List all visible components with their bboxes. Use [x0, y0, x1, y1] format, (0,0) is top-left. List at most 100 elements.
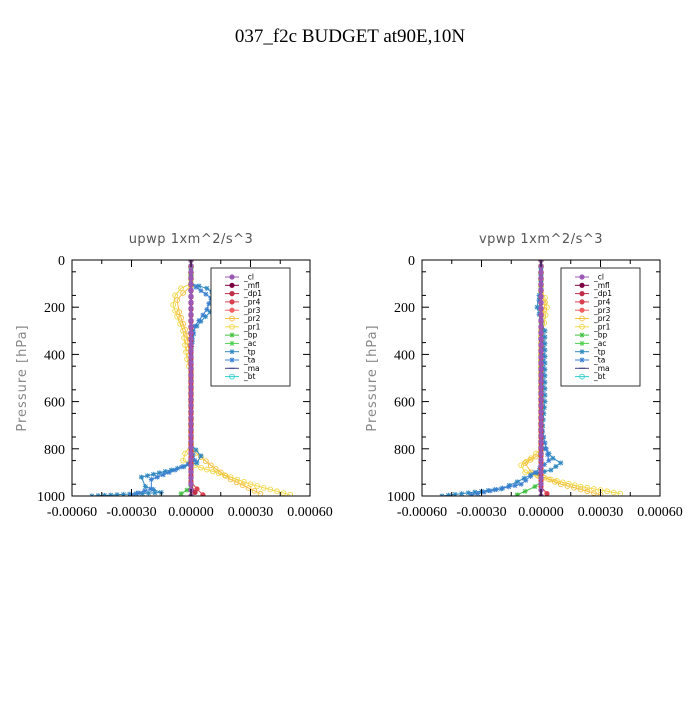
point-_cl — [188, 414, 194, 420]
point-_cl — [188, 378, 194, 384]
point-_cl — [538, 457, 544, 463]
point-_pr1 — [617, 490, 624, 496]
legend-entry-_pr2: _pr2 — [593, 314, 611, 323]
point-_tp — [542, 386, 548, 392]
point-_cl — [188, 469, 194, 475]
series-group — [89, 260, 294, 496]
point-_tp — [150, 471, 156, 477]
legend-entry-_ta: _ta — [243, 356, 255, 365]
point-_cl — [538, 426, 544, 433]
point-_ta — [541, 434, 547, 440]
point-_pr2 — [571, 484, 577, 491]
point-_cl — [188, 457, 194, 463]
point-_cl — [188, 330, 194, 336]
legend-marker-_pr3 — [229, 307, 235, 313]
point-_pr2 — [564, 483, 571, 489]
point-_tp — [472, 489, 478, 495]
legend-entry-_cl: _cl — [243, 273, 254, 282]
point-_tp — [156, 470, 162, 476]
point-_ta — [193, 284, 199, 290]
legend-entry-_dp1: _dp1 — [243, 289, 262, 298]
point-_cl — [538, 323, 544, 330]
point-_pr2 — [584, 488, 591, 495]
legend-marker-_bp — [579, 332, 585, 338]
legend-marker-_mfl — [579, 282, 585, 288]
legend-marker-_pr1 — [229, 323, 235, 330]
point-_tp — [542, 392, 548, 398]
point-_cl — [188, 438, 194, 445]
point-_pr2 — [176, 309, 182, 315]
legend-marker-_tp — [579, 349, 585, 355]
point-_pr1 — [204, 466, 210, 473]
point-_tp — [152, 490, 158, 496]
point-_tp — [196, 283, 202, 289]
chart-panel-1: upwp 1xm^2/s^3 Pressure [hPa] 0 200 400 600 80… — [15, 232, 333, 520]
legend-entry-_mfl: _mfl — [243, 281, 260, 290]
point-_tp — [203, 314, 209, 320]
point-_ta — [148, 486, 154, 492]
figure-title: 037_f2c BUDGET at90E,10N — [235, 26, 466, 47]
point-_tp — [542, 354, 548, 360]
legend-entry-_dp1: _dp1 — [593, 289, 612, 298]
point-_pr1 — [254, 483, 260, 489]
point-_cl — [538, 481, 544, 487]
x-tick-label: -0.00030 — [456, 505, 506, 520]
point-_cl — [188, 451, 194, 457]
point-_pr1 — [280, 490, 287, 496]
point-_pr1 — [174, 313, 180, 320]
point-_tp — [465, 490, 471, 496]
point-_pr1 — [522, 469, 528, 476]
point-_cl — [188, 384, 194, 390]
point-_cl — [188, 269, 194, 275]
x-tick-label: 0.00000 — [168, 505, 214, 520]
point-_ta — [527, 473, 533, 479]
point-_tp — [459, 491, 465, 496]
legend-entry-_ta: _ta — [593, 356, 605, 365]
point-_cl — [538, 299, 544, 305]
point-_cl — [188, 408, 194, 414]
point-_cl — [188, 311, 194, 318]
y-tick-label: 200 — [394, 301, 415, 316]
point-_cl — [188, 432, 194, 439]
legend-marker-_cl — [579, 274, 585, 280]
point-_tp — [127, 491, 133, 496]
point-_pr2 — [527, 456, 534, 463]
point-_cl — [538, 432, 544, 439]
point-_ta — [523, 477, 529, 483]
point-_pr1 — [260, 484, 267, 491]
point-_ta — [206, 301, 212, 307]
legend-marker-_dp1 — [229, 291, 235, 297]
point-_tp — [114, 492, 120, 496]
y-tick-label: 800 — [44, 443, 65, 458]
point-_cl — [538, 390, 544, 396]
point-_cl — [538, 330, 544, 336]
point-_pr1 — [198, 464, 204, 471]
point-_cl — [538, 463, 544, 469]
point-_pr2 — [552, 478, 558, 485]
point-_tp — [194, 460, 200, 466]
legend-entry-_bp: _bp — [243, 331, 258, 340]
point-_ta — [542, 440, 548, 446]
point-_tp — [138, 474, 144, 480]
legend-entry-_bt: _bt — [593, 372, 606, 381]
point-_tp — [506, 482, 512, 488]
point-_cl — [188, 342, 194, 348]
point-_pr1 — [267, 486, 274, 493]
x-tick-label: 0.00060 — [637, 505, 683, 520]
x-tick-label: 0.00060 — [287, 505, 333, 520]
point-_cl — [538, 342, 544, 348]
point-_cl — [538, 311, 544, 318]
point-_cl — [538, 360, 544, 366]
point-_tp — [168, 467, 174, 473]
point-_pr2 — [203, 458, 209, 465]
chart-title: upwp 1xm^2/s^3 — [129, 232, 254, 247]
point-_cl — [188, 317, 194, 324]
point-_bp — [514, 492, 520, 496]
x-tick-label: -0.00060 — [397, 505, 447, 520]
point-_ta — [172, 467, 178, 473]
point-_pr1 — [234, 476, 241, 483]
point-_ta — [469, 492, 475, 496]
legend-marker-_bt — [229, 373, 235, 380]
point-_cl — [188, 475, 194, 481]
point-_ta — [198, 288, 204, 294]
